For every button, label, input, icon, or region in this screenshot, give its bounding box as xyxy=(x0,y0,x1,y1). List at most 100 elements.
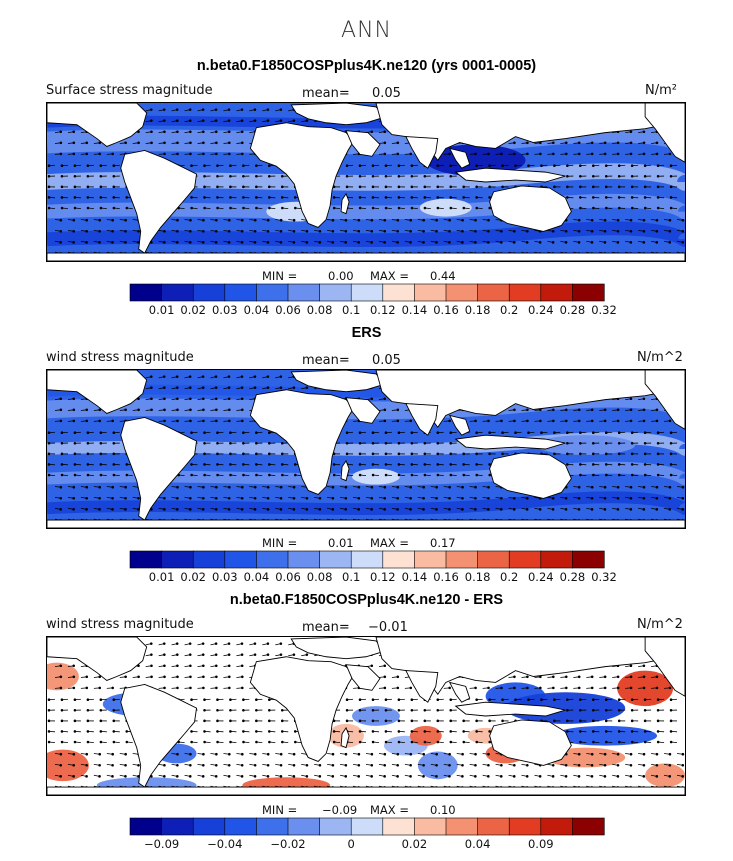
colorbar-tick-label: 0.28 xyxy=(560,570,586,584)
colorbar-tick-label: 0.03 xyxy=(212,570,238,584)
colorbar-swatch xyxy=(508,817,542,836)
colorbar-swatch xyxy=(287,817,321,836)
colorbar-swatch xyxy=(129,817,163,836)
colorbar-swatch xyxy=(477,550,510,569)
colorbar-tick-label: 0.24 xyxy=(528,303,554,317)
colorbar-tick-label: 0.1 xyxy=(342,570,360,584)
colorbar-swatch xyxy=(414,817,447,836)
colorbar-tick-label: 0.18 xyxy=(465,570,491,584)
colorbar-tick-label: 0.08 xyxy=(307,570,333,584)
panel-2-units: N/m^2 xyxy=(637,350,683,365)
colorbar-swatch xyxy=(572,550,605,569)
colorbar-swatch xyxy=(224,550,258,569)
colorbar-swatch xyxy=(287,550,321,569)
panel-1-max-label: MAX = xyxy=(370,269,409,283)
colorbar-swatch xyxy=(287,283,321,302)
colorbar-swatch xyxy=(508,550,542,569)
panel-3-max-label: MAX = xyxy=(370,803,409,817)
panel-3-min-value: −0.09 xyxy=(322,803,358,817)
colorbar-swatch xyxy=(414,283,447,302)
colorbar-swatch xyxy=(256,283,289,302)
colorbar-swatch xyxy=(382,550,416,569)
colorbar-swatch xyxy=(540,550,573,569)
panel-3-max-value: 0.10 xyxy=(430,803,456,817)
colorbar-swatch xyxy=(192,817,226,836)
colorbar-swatch xyxy=(477,283,510,302)
colorbar-swatch xyxy=(508,283,542,302)
colorbar-tick-label: 0.16 xyxy=(433,303,459,317)
colorbar-swatch xyxy=(129,283,163,302)
colorbar-tick-label: 0.12 xyxy=(370,570,396,584)
panel-1-min-label: MIN = xyxy=(262,269,298,283)
panel-2-max-label: MAX = xyxy=(370,536,409,550)
panel-3-colorbar: −0.09 −0.04 −0.02 0 0.02 0.04 0.09 xyxy=(129,817,605,851)
panel-3-variable-label: wind stress magnitude xyxy=(46,617,194,632)
panel-3-title: n.beta0.F1850COSPplus4K.ne120 - ERS xyxy=(229,592,504,608)
colorbar-swatch xyxy=(540,817,573,836)
colorbar-swatch xyxy=(382,817,416,836)
colorbar-tick-label: 0.01 xyxy=(149,303,175,317)
colorbar-tick-label: 0.02 xyxy=(402,837,428,851)
colorbar-tick-label: 0.32 xyxy=(591,303,617,317)
colorbar-swatch xyxy=(477,817,510,836)
colorbar-tick-label: 0.04 xyxy=(244,303,270,317)
panel-1-variable-label: Surface stress magnitude xyxy=(46,83,213,98)
colorbar-swatch xyxy=(161,550,194,569)
colorbar-swatch xyxy=(192,283,226,302)
panel-2-mean-label: mean= xyxy=(302,353,350,368)
colorbar-tick-label: 0.02 xyxy=(180,303,206,317)
colorbar-swatch xyxy=(319,550,352,569)
colorbar-tick-label: 0.04 xyxy=(465,837,491,851)
colorbar-tick-label: 0.06 xyxy=(275,303,301,317)
colorbar-tick-label: 0.01 xyxy=(149,570,175,584)
colorbar-swatch xyxy=(129,550,163,569)
colorbar-tick-label: 0.1 xyxy=(342,303,360,317)
panel-2-mean-value: 0.05 xyxy=(372,353,401,368)
colorbar-swatch xyxy=(192,550,226,569)
colorbar-tick-label: 0.18 xyxy=(465,303,491,317)
colorbar-tick-label: 0.04 xyxy=(244,570,270,584)
colorbar-swatch xyxy=(572,817,605,836)
colorbar-tick-label: −0.04 xyxy=(207,837,242,851)
colorbar-swatch xyxy=(161,283,194,302)
panel-1-mean-value: 0.05 xyxy=(372,86,401,101)
panel-1-colorbar: 0.01 0.02 0.03 0.04 0.06 0.08 0.1 0.12 0.14 0.16 0… xyxy=(129,283,617,317)
figure-title: ANN xyxy=(341,18,392,43)
colorbar-swatch xyxy=(572,283,605,302)
colorbar-swatch xyxy=(319,817,352,836)
panel-1-mean-label: mean= xyxy=(302,86,350,101)
colorbar-swatch xyxy=(256,817,289,836)
colorbar-swatch xyxy=(382,283,416,302)
panel-3-mean-value: −0.01 xyxy=(368,620,408,635)
colorbar-tick-label: 0 xyxy=(348,837,355,851)
panel-1-max-value: 0.44 xyxy=(430,269,456,283)
colorbar-swatch xyxy=(445,550,479,569)
panel-2-colorbar: 0.01 0.02 0.03 0.04 0.06 0.08 0.1 0.12 0.14 0.16 0… xyxy=(129,550,617,584)
colorbar-tick-label: −0.02 xyxy=(270,837,305,851)
colorbar-swatch xyxy=(350,550,384,569)
colorbar-tick-label: 0.03 xyxy=(212,303,238,317)
panel-2-min-value: 0.01 xyxy=(328,536,354,550)
colorbar-tick-label: 0.06 xyxy=(275,570,301,584)
colorbar-tick-label: 0.2 xyxy=(500,303,518,317)
colorbar-tick-label: 0.02 xyxy=(180,570,206,584)
panel-3-min-label: MIN = xyxy=(262,803,298,817)
colorbar-tick-label: −0.09 xyxy=(144,837,179,851)
panel-2-max-value: 0.17 xyxy=(430,536,456,550)
panel-1-title: n.beta0.F1850COSPplus4K.ne120 (yrs 0001-… xyxy=(196,58,537,74)
colorbar-swatch xyxy=(445,817,479,836)
colorbar-tick-label: 0.28 xyxy=(560,303,586,317)
colorbar-swatch xyxy=(256,550,289,569)
panel-1-min-value: 0.00 xyxy=(328,269,354,283)
panel-2-map xyxy=(46,369,686,529)
colorbar-swatch xyxy=(161,817,194,836)
colorbar-tick-label: 0.24 xyxy=(528,570,554,584)
colorbar-swatch xyxy=(350,817,384,836)
colorbar-swatch xyxy=(445,283,479,302)
colorbar-tick-label: 0.14 xyxy=(402,570,428,584)
colorbar-swatch xyxy=(224,817,258,836)
colorbar-tick-label: 0.16 xyxy=(433,570,459,584)
colorbar-tick-label: 0.14 xyxy=(402,303,428,317)
colorbar-tick-label: 0.08 xyxy=(307,303,333,317)
colorbar-swatch xyxy=(414,550,447,569)
